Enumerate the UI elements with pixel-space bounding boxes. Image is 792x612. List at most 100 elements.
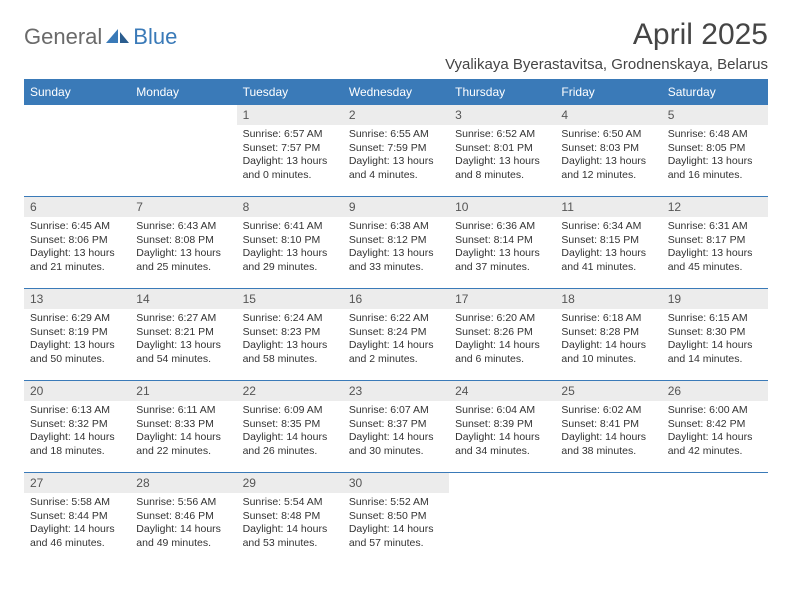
calendar-day-cell: 19Sunrise: 6:15 AMSunset: 8:30 PMDayligh…	[662, 289, 768, 381]
calendar-day-cell	[130, 105, 236, 197]
calendar-day-cell: 13Sunrise: 6:29 AMSunset: 8:19 PMDayligh…	[24, 289, 130, 381]
calendar-day-cell	[662, 473, 768, 565]
calendar-day-cell: 15Sunrise: 6:24 AMSunset: 8:23 PMDayligh…	[237, 289, 343, 381]
day-number: 25	[555, 381, 661, 401]
day-body: Sunrise: 6:18 AMSunset: 8:28 PMDaylight:…	[555, 309, 661, 371]
day-number: 9	[343, 197, 449, 217]
day-number: 16	[343, 289, 449, 309]
day-number: 5	[662, 105, 768, 125]
day-body: Sunrise: 5:56 AMSunset: 8:46 PMDaylight:…	[130, 493, 236, 555]
calendar-week-row: 20Sunrise: 6:13 AMSunset: 8:32 PMDayligh…	[24, 381, 768, 473]
column-header: Saturday	[662, 80, 768, 105]
day-body: Sunrise: 6:34 AMSunset: 8:15 PMDaylight:…	[555, 217, 661, 279]
calendar-day-cell: 21Sunrise: 6:11 AMSunset: 8:33 PMDayligh…	[130, 381, 236, 473]
day-body: Sunrise: 6:41 AMSunset: 8:10 PMDaylight:…	[237, 217, 343, 279]
day-body: Sunrise: 6:13 AMSunset: 8:32 PMDaylight:…	[24, 401, 130, 463]
calendar-day-cell: 27Sunrise: 5:58 AMSunset: 8:44 PMDayligh…	[24, 473, 130, 565]
day-body: Sunrise: 6:22 AMSunset: 8:24 PMDaylight:…	[343, 309, 449, 371]
day-number: 28	[130, 473, 236, 493]
day-number: 27	[24, 473, 130, 493]
calendar-day-cell: 23Sunrise: 6:07 AMSunset: 8:37 PMDayligh…	[343, 381, 449, 473]
day-number: 2	[343, 105, 449, 125]
day-body: Sunrise: 6:20 AMSunset: 8:26 PMDaylight:…	[449, 309, 555, 371]
location-text: Vyalikaya Byerastavitsa, Grodnenskaya, B…	[445, 56, 768, 73]
page-title: April 2025	[445, 18, 768, 52]
day-number: 1	[237, 105, 343, 125]
day-body: Sunrise: 6:29 AMSunset: 8:19 PMDaylight:…	[24, 309, 130, 371]
day-number: 3	[449, 105, 555, 125]
calendar-day-cell: 9Sunrise: 6:38 AMSunset: 8:12 PMDaylight…	[343, 197, 449, 289]
calendar-header-row: SundayMondayTuesdayWednesdayThursdayFrid…	[24, 80, 768, 105]
day-number: 18	[555, 289, 661, 309]
day-number: 17	[449, 289, 555, 309]
day-body: Sunrise: 6:27 AMSunset: 8:21 PMDaylight:…	[130, 309, 236, 371]
calendar-day-cell: 8Sunrise: 6:41 AMSunset: 8:10 PMDaylight…	[237, 197, 343, 289]
calendar-day-cell	[555, 473, 661, 565]
day-body: Sunrise: 6:00 AMSunset: 8:42 PMDaylight:…	[662, 401, 768, 463]
calendar-day-cell: 12Sunrise: 6:31 AMSunset: 8:17 PMDayligh…	[662, 197, 768, 289]
calendar-day-cell: 16Sunrise: 6:22 AMSunset: 8:24 PMDayligh…	[343, 289, 449, 381]
calendar-day-cell: 7Sunrise: 6:43 AMSunset: 8:08 PMDaylight…	[130, 197, 236, 289]
day-number: 26	[662, 381, 768, 401]
calendar-day-cell: 22Sunrise: 6:09 AMSunset: 8:35 PMDayligh…	[237, 381, 343, 473]
day-body: Sunrise: 5:52 AMSunset: 8:50 PMDaylight:…	[343, 493, 449, 555]
calendar-day-cell: 29Sunrise: 5:54 AMSunset: 8:48 PMDayligh…	[237, 473, 343, 565]
day-body: Sunrise: 6:55 AMSunset: 7:59 PMDaylight:…	[343, 125, 449, 187]
day-number: 19	[662, 289, 768, 309]
calendar-week-row: 13Sunrise: 6:29 AMSunset: 8:19 PMDayligh…	[24, 289, 768, 381]
logo-text-general: General	[24, 24, 102, 50]
calendar-day-cell: 2Sunrise: 6:55 AMSunset: 7:59 PMDaylight…	[343, 105, 449, 197]
calendar-week-row: 6Sunrise: 6:45 AMSunset: 8:06 PMDaylight…	[24, 197, 768, 289]
calendar-day-cell: 6Sunrise: 6:45 AMSunset: 8:06 PMDaylight…	[24, 197, 130, 289]
day-body: Sunrise: 6:07 AMSunset: 8:37 PMDaylight:…	[343, 401, 449, 463]
day-body: Sunrise: 6:48 AMSunset: 8:05 PMDaylight:…	[662, 125, 768, 187]
day-number: 21	[130, 381, 236, 401]
calendar-table: SundayMondayTuesdayWednesdayThursdayFrid…	[24, 80, 768, 565]
calendar-day-cell	[24, 105, 130, 197]
day-number: 6	[24, 197, 130, 217]
column-header: Friday	[555, 80, 661, 105]
day-number: 22	[237, 381, 343, 401]
calendar-week-row: 27Sunrise: 5:58 AMSunset: 8:44 PMDayligh…	[24, 473, 768, 565]
day-body: Sunrise: 6:09 AMSunset: 8:35 PMDaylight:…	[237, 401, 343, 463]
calendar-day-cell: 24Sunrise: 6:04 AMSunset: 8:39 PMDayligh…	[449, 381, 555, 473]
day-number: 23	[343, 381, 449, 401]
calendar-day-cell: 3Sunrise: 6:52 AMSunset: 8:01 PMDaylight…	[449, 105, 555, 197]
calendar-day-cell	[449, 473, 555, 565]
day-number: 8	[237, 197, 343, 217]
day-number: 12	[662, 197, 768, 217]
calendar-day-cell: 11Sunrise: 6:34 AMSunset: 8:15 PMDayligh…	[555, 197, 661, 289]
day-body: Sunrise: 6:38 AMSunset: 8:12 PMDaylight:…	[343, 217, 449, 279]
day-body: Sunrise: 6:15 AMSunset: 8:30 PMDaylight:…	[662, 309, 768, 371]
day-body: Sunrise: 6:24 AMSunset: 8:23 PMDaylight:…	[237, 309, 343, 371]
calendar-day-cell: 28Sunrise: 5:56 AMSunset: 8:46 PMDayligh…	[130, 473, 236, 565]
calendar-day-cell: 17Sunrise: 6:20 AMSunset: 8:26 PMDayligh…	[449, 289, 555, 381]
calendar-day-cell: 10Sunrise: 6:36 AMSunset: 8:14 PMDayligh…	[449, 197, 555, 289]
title-block: April 2025 Vyalikaya Byerastavitsa, Grod…	[445, 18, 768, 73]
day-number: 30	[343, 473, 449, 493]
day-body: Sunrise: 6:02 AMSunset: 8:41 PMDaylight:…	[555, 401, 661, 463]
day-body: Sunrise: 6:57 AMSunset: 7:57 PMDaylight:…	[237, 125, 343, 187]
day-number: 10	[449, 197, 555, 217]
calendar-day-cell: 20Sunrise: 6:13 AMSunset: 8:32 PMDayligh…	[24, 381, 130, 473]
day-body: Sunrise: 6:52 AMSunset: 8:01 PMDaylight:…	[449, 125, 555, 187]
logo: General Blue	[24, 24, 177, 50]
day-number: 14	[130, 289, 236, 309]
logo-sail-icon	[105, 28, 131, 46]
column-header: Sunday	[24, 80, 130, 105]
day-body: Sunrise: 5:58 AMSunset: 8:44 PMDaylight:…	[24, 493, 130, 555]
calendar-day-cell: 5Sunrise: 6:48 AMSunset: 8:05 PMDaylight…	[662, 105, 768, 197]
calendar-day-cell: 4Sunrise: 6:50 AMSunset: 8:03 PMDaylight…	[555, 105, 661, 197]
column-header: Monday	[130, 80, 236, 105]
day-number: 20	[24, 381, 130, 401]
day-number: 29	[237, 473, 343, 493]
day-body: Sunrise: 6:04 AMSunset: 8:39 PMDaylight:…	[449, 401, 555, 463]
column-header: Thursday	[449, 80, 555, 105]
calendar-day-cell: 1Sunrise: 6:57 AMSunset: 7:57 PMDaylight…	[237, 105, 343, 197]
day-number: 11	[555, 197, 661, 217]
calendar-day-cell: 26Sunrise: 6:00 AMSunset: 8:42 PMDayligh…	[662, 381, 768, 473]
logo-text-blue: Blue	[133, 24, 177, 50]
day-body: Sunrise: 6:11 AMSunset: 8:33 PMDaylight:…	[130, 401, 236, 463]
column-header: Wednesday	[343, 80, 449, 105]
calendar-body: 1Sunrise: 6:57 AMSunset: 7:57 PMDaylight…	[24, 105, 768, 565]
